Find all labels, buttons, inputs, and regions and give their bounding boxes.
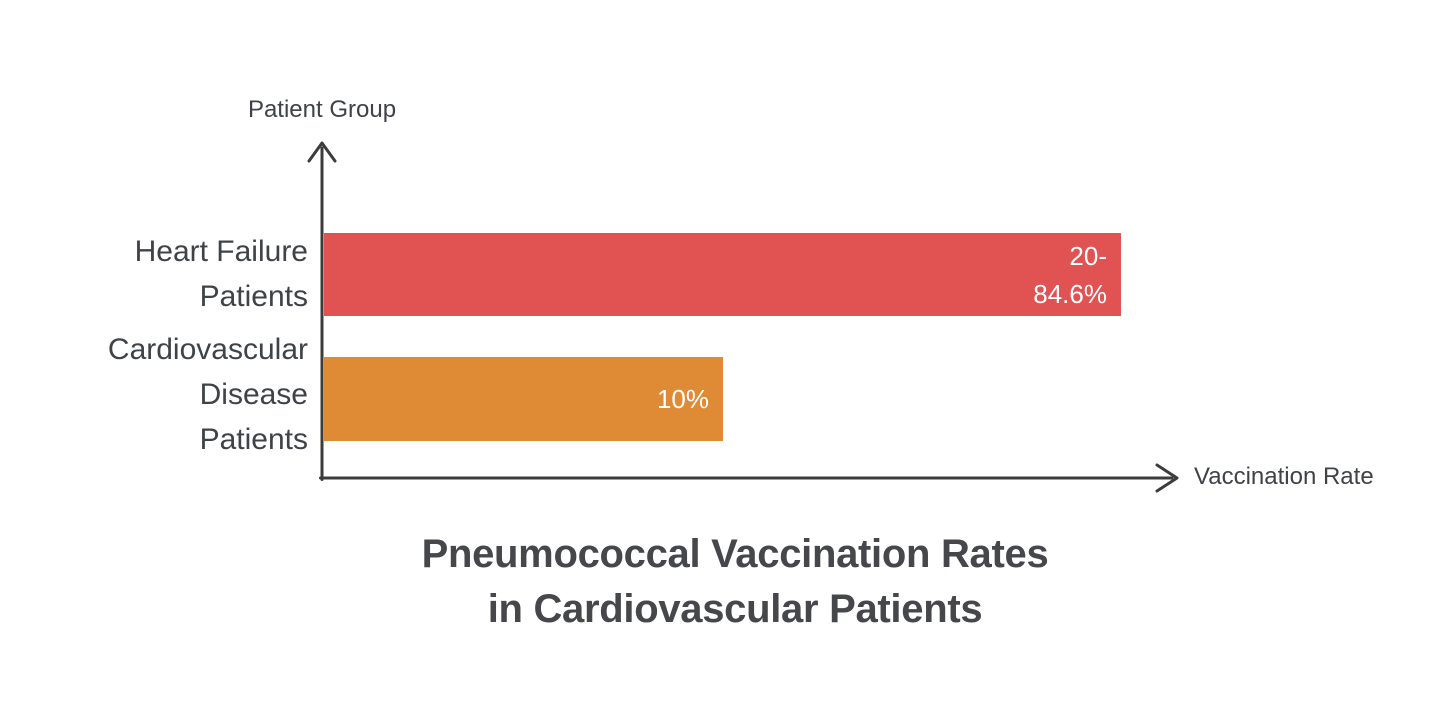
y-axis-arrowhead-icon: [307, 141, 337, 163]
x-axis-label: Vaccination Rate: [1194, 463, 1374, 490]
x-axis-arrowhead-icon: [1155, 463, 1179, 493]
chart-title: Pneumococcal Vaccination Rates in Cardio…: [0, 527, 1456, 637]
bar-cardiovascular-disease-patients: 10%: [324, 357, 723, 441]
chart-title-line-1: Pneumococcal Vaccination Rates: [421, 532, 1049, 576]
category-label-heart-failure-patients: Heart Failure Patients: [134, 235, 308, 313]
y-axis-label: Patient Group: [247, 96, 397, 123]
chart-title-line-2: in Cardiovascular Patients: [487, 587, 983, 631]
category-label-cardiovascular-disease-patients: Cardiovascular Disease Patients: [107, 333, 308, 456]
bar-value-label-cardiovascular-disease: 10%: [656, 384, 709, 414]
bar-value-label-heart-failure: 20- 84.6%: [1033, 240, 1107, 309]
bar-heart-failure-patients: 20- 84.6%: [324, 233, 1121, 316]
